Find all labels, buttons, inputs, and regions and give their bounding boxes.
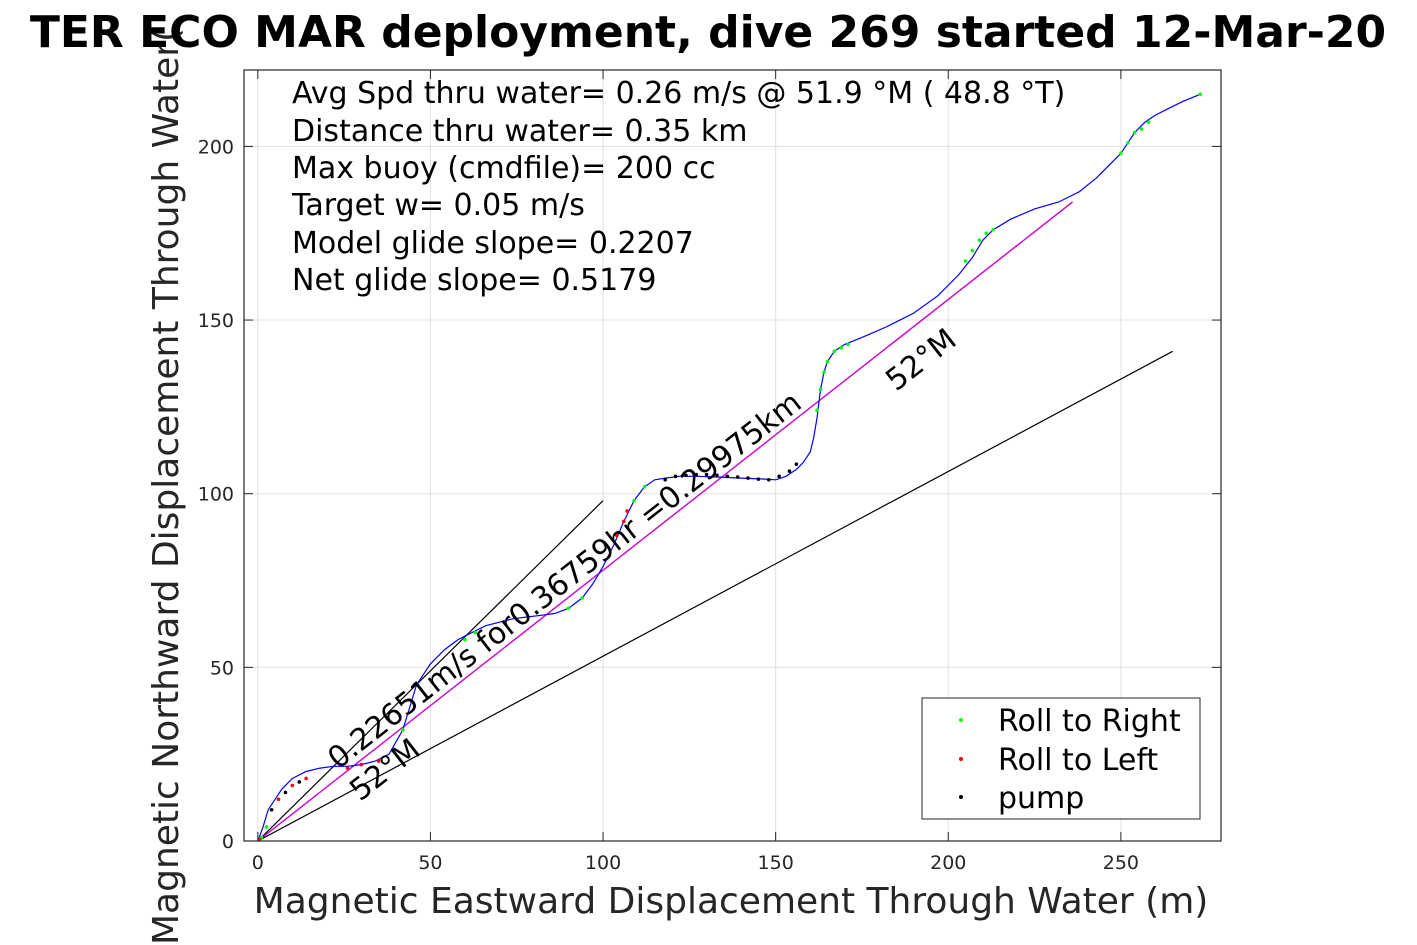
roll-right-point <box>1139 127 1144 131</box>
roll-left-point <box>376 759 381 763</box>
legend-marker-roll-left <box>959 757 963 761</box>
track-line <box>257 93 1201 841</box>
y-tick-label: 0 <box>222 831 234 853</box>
markers <box>257 92 1203 841</box>
ticks: 0 50 100 150 200 250 0 50 100 150 200 <box>198 70 1221 874</box>
roll-left-point <box>290 783 295 788</box>
y-axis-label: Magnetic Northward Displacement Through … <box>146 28 187 945</box>
roll-right-point <box>473 630 478 635</box>
info-line-max-buoy: Max buoy (cmdfile)= 200 cc <box>292 151 716 186</box>
pump-point <box>725 474 730 479</box>
roll-right-point <box>984 231 989 236</box>
roll-right-point <box>580 596 585 600</box>
roll-right-point <box>1198 92 1203 97</box>
pump-point <box>663 478 667 482</box>
roll-left-point <box>257 837 262 841</box>
pump-point <box>704 472 709 477</box>
pump-point <box>297 780 302 784</box>
x-tick-label: 100 <box>585 852 621 874</box>
info-line-speed: Avg Spd thru water= 0.26 m/s @ 51.9 °M (… <box>292 76 1065 111</box>
roll-right-point <box>822 370 826 374</box>
plot-frame <box>243 69 1222 842</box>
roll-left-point <box>625 509 630 513</box>
chart-title: TER ECO MAR deployment, dive 269 started… <box>30 7 1386 58</box>
pump-point <box>684 473 688 478</box>
roll-right-point <box>463 637 467 642</box>
legend-label-pump: pump <box>998 781 1084 816</box>
legend-marker-pump <box>959 795 963 799</box>
x-tick-label: 50 <box>418 852 442 874</box>
roll-right-point <box>566 606 571 611</box>
pump-point <box>283 790 288 795</box>
info-line-net-glide-slope: Net glide slope= 0.5179 <box>292 263 656 298</box>
pump-point <box>673 474 678 479</box>
roll-right-point <box>991 227 995 232</box>
roll-right-point <box>401 728 405 732</box>
roll-right-point <box>632 498 636 503</box>
roll-left-point <box>345 766 350 770</box>
pump-point <box>694 472 699 477</box>
pump-point <box>269 807 274 812</box>
pump-point <box>766 478 771 482</box>
roll-right-point <box>264 825 269 829</box>
upper-bound-line <box>257 500 604 841</box>
pump-point <box>756 477 761 481</box>
info-line-target-w: Target w= 0.05 m/s <box>291 188 585 223</box>
legend: Roll to Right Roll to Left pump <box>921 697 1201 820</box>
roll-right-point <box>1125 141 1130 145</box>
x-tick-label: 0 <box>252 852 264 874</box>
roll-right-point <box>1132 130 1137 135</box>
pump-point <box>715 473 719 478</box>
roll-right-point <box>1146 120 1151 124</box>
y-tick-label: 200 <box>198 136 234 158</box>
info-block: Avg Spd thru water= 0.26 m/s @ 51.9 °M (… <box>291 76 1065 298</box>
roll-right-point <box>846 342 850 347</box>
info-line-model-glide-slope: Model glide slope= 0.2207 <box>292 226 694 261</box>
y-tick-label: 150 <box>198 310 234 332</box>
plot-layer <box>257 92 1203 841</box>
roll-right-point <box>818 387 823 392</box>
legend-label-roll-left: Roll to Left <box>998 743 1158 778</box>
legend-marker-roll-right <box>959 718 963 722</box>
roll-right-point <box>832 349 837 354</box>
roll-right-point <box>815 408 819 413</box>
roll-left-point <box>621 519 626 524</box>
x-tick-label: 150 <box>758 852 794 874</box>
roll-left-point <box>276 797 281 802</box>
roll-left-point <box>359 762 364 767</box>
pump-point <box>794 462 799 466</box>
y-tick-label: 100 <box>198 484 234 506</box>
legend-box <box>921 697 1201 820</box>
pump-point <box>735 475 740 479</box>
x-tick-label: 250 <box>1103 852 1139 874</box>
y-tick-label: 50 <box>210 657 234 679</box>
pump-point <box>777 474 781 479</box>
roll-right-point <box>825 359 830 364</box>
pump-point <box>746 476 750 480</box>
info-line-distance: Distance thru water= 0.35 km <box>292 114 747 149</box>
roll-right-point <box>1119 151 1123 156</box>
roll-left-point <box>304 776 308 781</box>
x-axis-label: Magnetic Eastward Displacement Through W… <box>254 881 1209 922</box>
pump-point <box>787 469 792 473</box>
roll-right-point <box>977 238 982 242</box>
roll-right-point <box>839 346 844 350</box>
roll-right-point <box>963 259 968 263</box>
legend-label-roll-right: Roll to Right <box>998 704 1181 739</box>
heading-line <box>257 201 1073 841</box>
roll-right-point <box>970 248 975 253</box>
roll-right-point <box>642 484 647 489</box>
x-tick-label: 200 <box>930 852 966 874</box>
roll-left-point <box>615 533 619 538</box>
lower-bound-line <box>257 350 1173 841</box>
